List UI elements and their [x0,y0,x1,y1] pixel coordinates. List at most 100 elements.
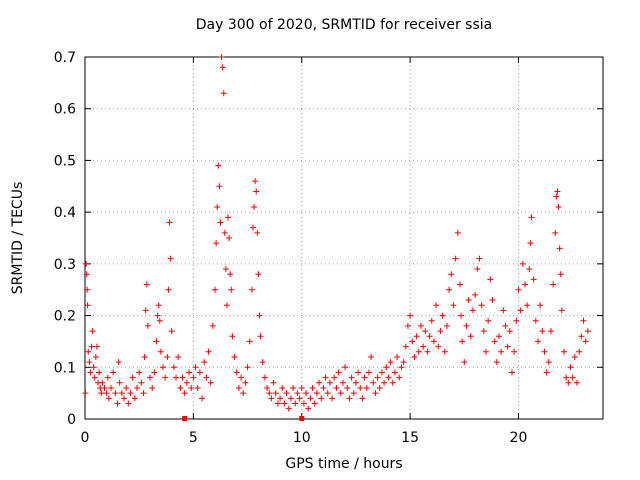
data-point [249,224,256,231]
data-point [541,348,548,355]
x-tick-label: 0 [81,430,90,446]
data-point [500,307,507,314]
data-point [277,395,284,402]
data-point [147,374,154,381]
data-point [156,317,163,324]
data-point [83,271,90,278]
data-point [424,348,431,355]
data-point [374,374,381,381]
data-point [173,374,180,381]
data-point [255,271,262,278]
data-point [114,400,121,407]
data-point [555,203,562,210]
chart-title: Day 300 of 2020, SRMTID for receiver ssi… [195,17,493,33]
data-point [333,384,340,391]
data-point [411,353,418,360]
data-point [430,338,437,345]
x-tick-label: 5 [189,430,198,446]
data-point [437,328,444,335]
data-point [485,317,492,324]
data-point [489,297,496,304]
data-point [160,364,167,371]
data-point [524,302,531,309]
data-point [378,369,385,376]
data-point [337,390,344,397]
data-point [363,384,370,391]
data-point [396,374,403,381]
data-point [407,312,414,319]
data-point [215,162,222,169]
data-point [181,390,188,397]
data-point [517,307,524,314]
data-point [118,390,125,397]
y-tick-label: 0.4 [54,205,76,221]
data-point [389,379,396,386]
data-point [448,271,455,278]
data-point [433,302,440,309]
data-point [348,374,355,381]
data-point [368,353,375,360]
data-point [153,338,160,345]
data-point [519,260,526,267]
data-point [413,333,420,340]
data-point [480,328,487,335]
data-point [385,374,392,381]
data-point [127,390,134,397]
data-point [131,395,138,402]
x-tick-label: 15 [401,430,419,446]
data-point [85,348,92,355]
data-point [235,384,242,391]
data-point [472,291,479,298]
data-point [318,395,325,402]
data-point [123,384,130,391]
data-point [287,395,294,402]
data-point [376,384,383,391]
data-point [99,379,106,386]
y-tick-label: 0.2 [54,309,76,325]
data-point [344,384,351,391]
data-point [359,395,366,402]
data-point [331,374,338,381]
data-point [383,364,390,371]
data-point [513,317,520,324]
data-point [439,312,446,319]
data-point [491,338,498,345]
data-point [279,384,286,391]
data-point [83,260,90,267]
data-point [387,359,394,366]
data-point [219,64,226,71]
y-tick-label: 0.3 [54,257,76,273]
data-point [521,281,528,288]
data-point [400,359,407,366]
data-point [201,359,208,366]
data-point [89,328,96,335]
data-point [240,390,247,397]
data-point [92,353,99,360]
data-point [307,395,314,402]
data-point [326,379,333,386]
data-point [233,369,240,376]
data-point [458,312,465,319]
data-point [482,348,489,355]
data-point [141,353,148,360]
data-point [272,390,279,397]
data-point [112,390,119,397]
data-point [478,302,485,309]
data-point [361,374,368,381]
data-point [381,379,388,386]
data-point [251,203,258,210]
data-point [192,364,199,371]
data-point [222,266,229,273]
data-point [246,338,253,345]
data-point [557,271,564,278]
data-point [346,395,353,402]
data-point [556,245,563,252]
data-point [186,369,193,376]
data-point [493,359,500,366]
data-point [459,338,466,345]
data-point [138,379,145,386]
data-point [461,359,468,366]
x-tick-label: 10 [293,430,311,446]
data-point [116,379,123,386]
data-point [569,374,576,381]
